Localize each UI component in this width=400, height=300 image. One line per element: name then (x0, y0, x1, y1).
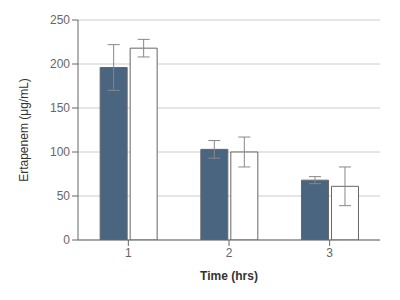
svg-text:2: 2 (226, 246, 233, 260)
svg-text:0: 0 (63, 233, 70, 247)
svg-text:150: 150 (50, 101, 70, 115)
svg-text:3: 3 (326, 246, 333, 260)
svg-text:1: 1 (125, 246, 132, 260)
svg-text:100: 100 (50, 145, 70, 159)
svg-text:Time (hrs): Time (hrs) (200, 269, 258, 283)
svg-text:Ertapenem (μg/mL): Ertapenem (μg/mL) (17, 78, 31, 182)
svg-text:50: 50 (57, 189, 71, 203)
svg-text:250: 250 (50, 13, 70, 27)
svg-text:200: 200 (50, 57, 70, 71)
